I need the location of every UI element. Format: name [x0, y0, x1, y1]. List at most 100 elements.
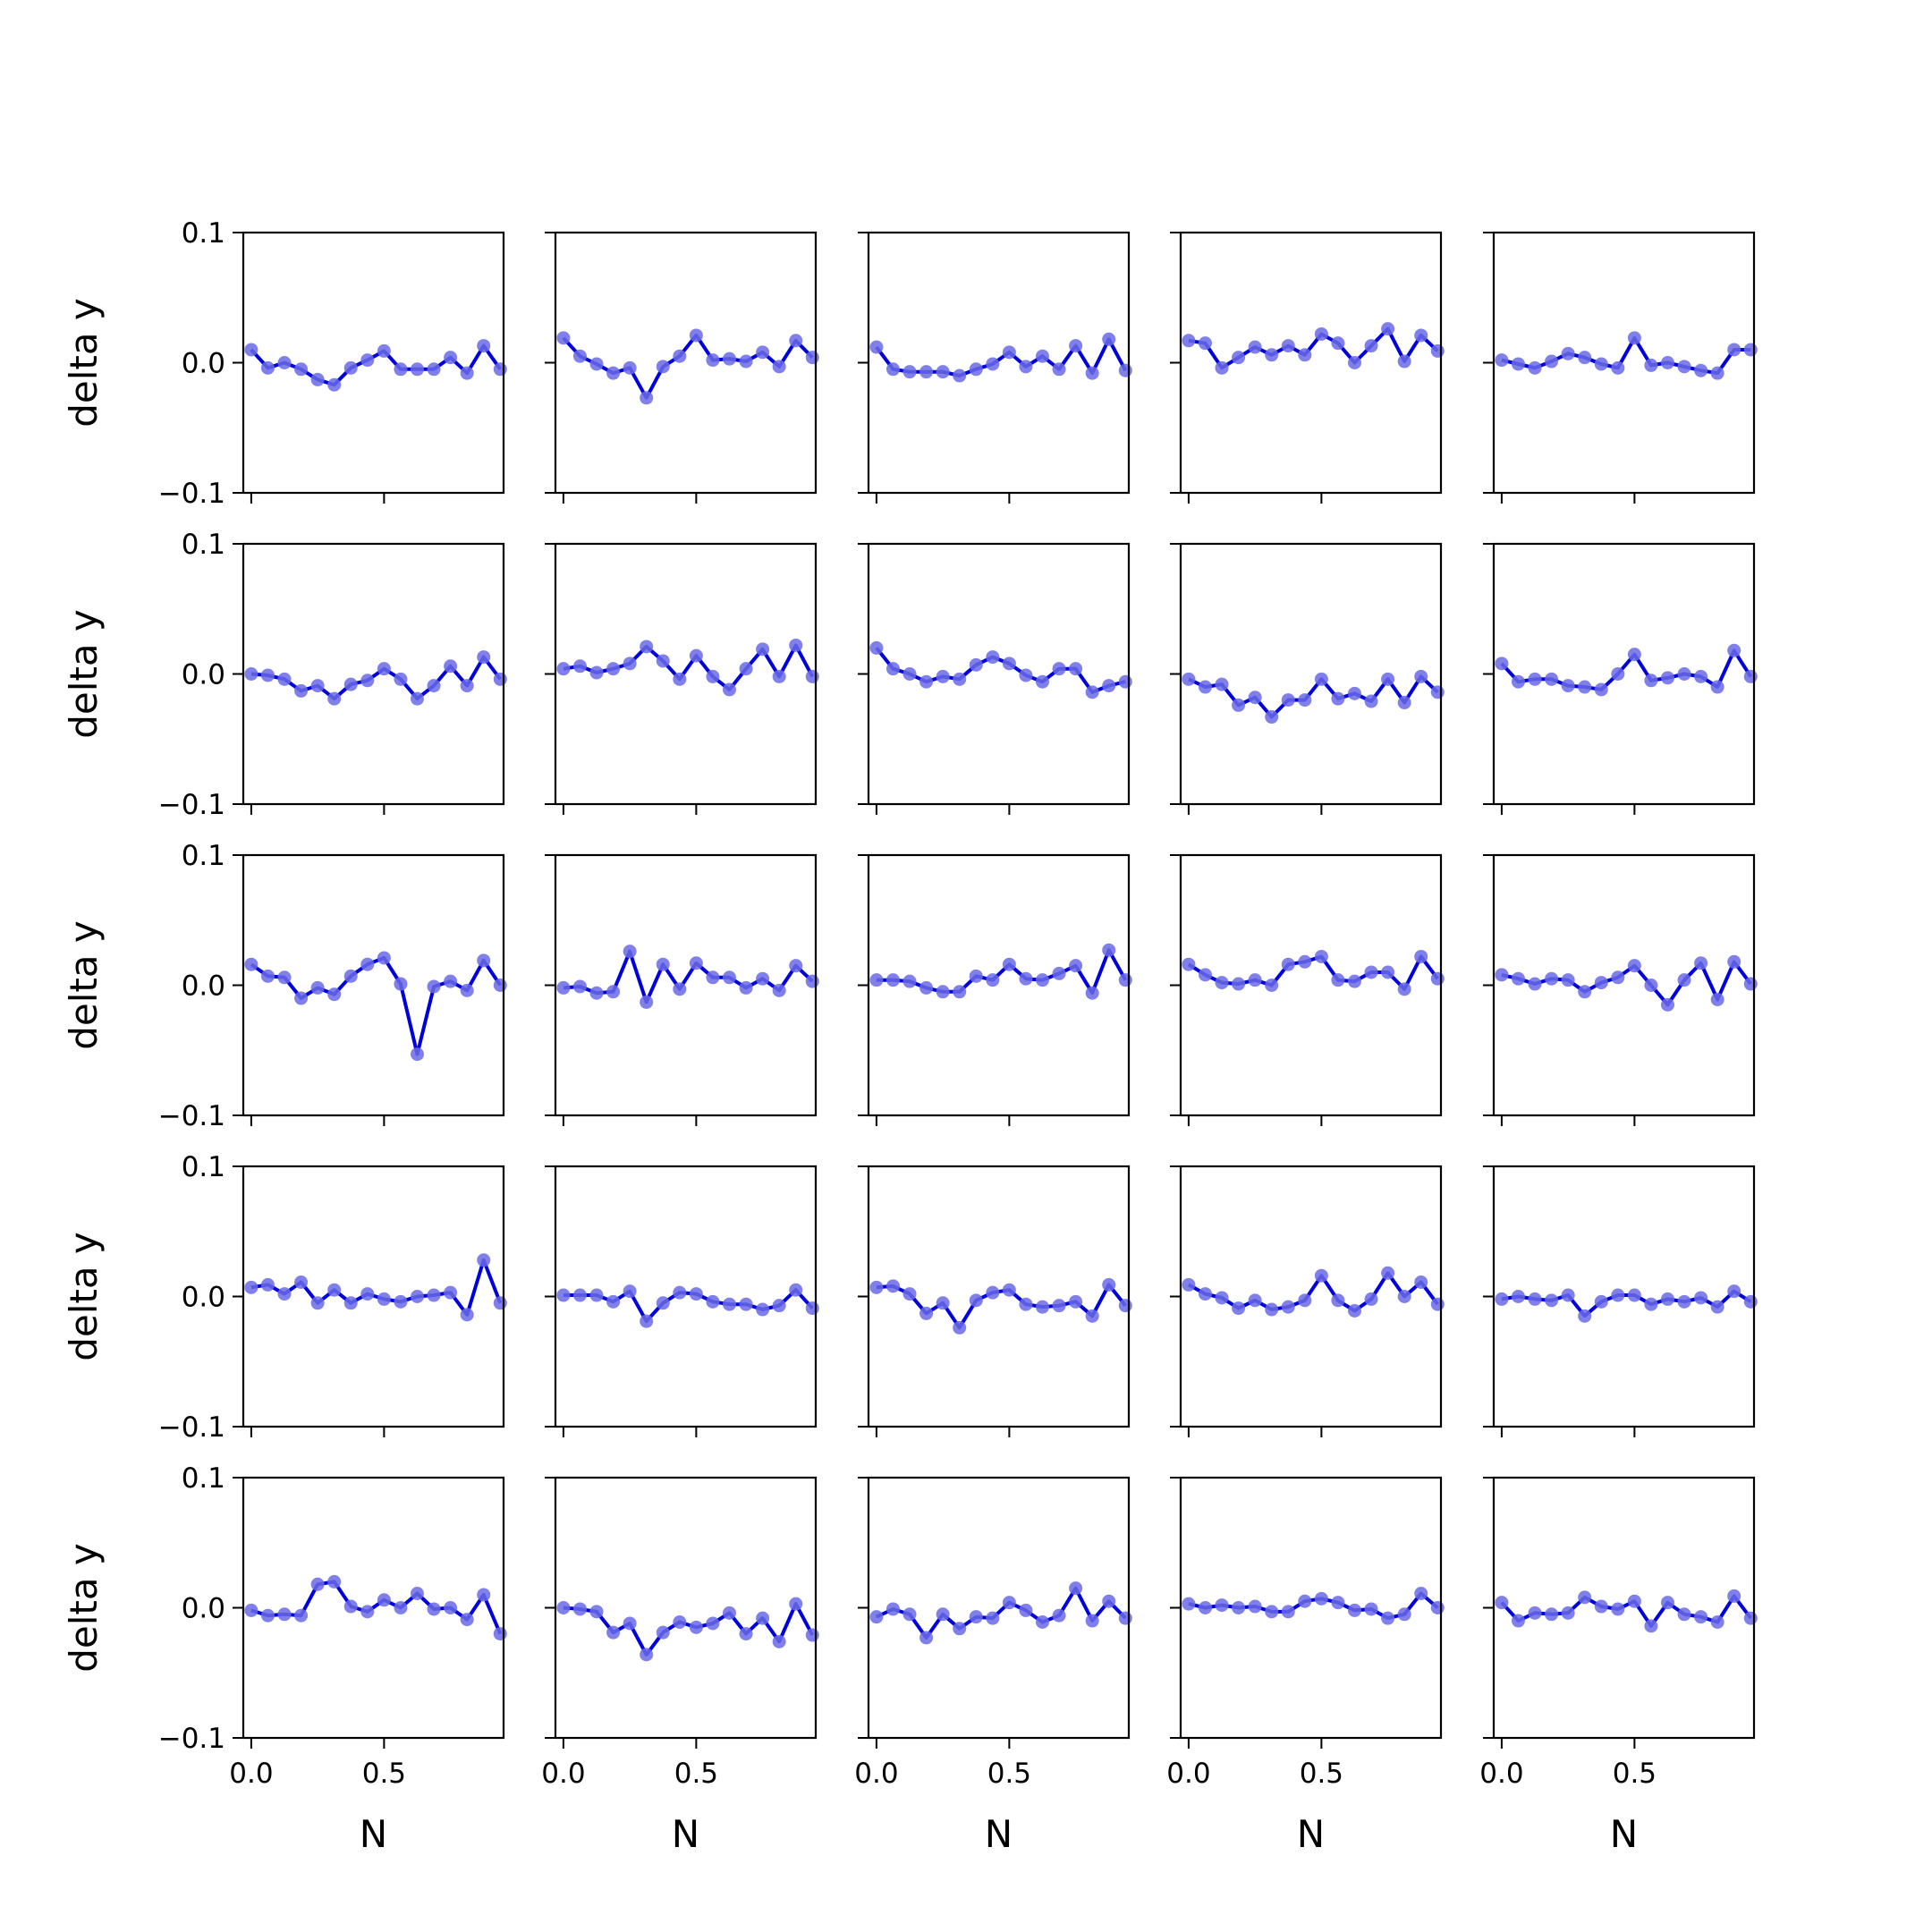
data-point [360, 957, 375, 971]
data-point [1019, 668, 1033, 682]
data-point [1611, 1602, 1625, 1616]
data-point [772, 1634, 786, 1648]
data-point [310, 1296, 325, 1310]
data-point [1198, 1601, 1212, 1614]
data-point [1578, 680, 1592, 694]
data-point [1644, 1619, 1658, 1633]
series-line [250, 1580, 503, 1635]
data-point [427, 679, 441, 693]
data-point [1743, 977, 1758, 991]
y-tick-label: 0.1 [182, 217, 225, 250]
data-point [1232, 1601, 1246, 1614]
data-point [869, 340, 884, 354]
data-point [739, 1627, 753, 1641]
subplot-5-3: 0.0 0.5 N [854, 1476, 1132, 1856]
data-point [1347, 686, 1361, 700]
axes-frame [242, 853, 505, 1117]
data-point [394, 977, 408, 991]
data-point [1611, 970, 1625, 985]
data-point [1578, 1309, 1592, 1323]
data-point [1561, 973, 1575, 987]
series-line [1188, 326, 1439, 370]
data-point [623, 1284, 637, 1299]
data-point [1397, 354, 1411, 369]
data-point [1298, 954, 1312, 969]
data-point [1545, 1607, 1559, 1622]
data-point [1677, 1607, 1691, 1622]
data-point [1545, 672, 1559, 686]
axes-frame [1492, 231, 1756, 495]
data-point [572, 979, 587, 994]
data-point [1495, 1292, 1509, 1306]
data-point [886, 1602, 900, 1616]
subplot-3-1: −0.1 0.0 0.1 delta y [62, 840, 507, 1132]
data-point [377, 951, 391, 965]
data-point [869, 1610, 884, 1624]
axes-frame [1492, 1165, 1756, 1428]
data-point [986, 357, 1000, 371]
data-point [477, 650, 491, 665]
data-point [1347, 1304, 1361, 1318]
data-point [706, 669, 720, 683]
data-point [260, 668, 275, 682]
data-point [902, 1287, 917, 1301]
axes-frame [867, 853, 1131, 1117]
data-point [1561, 346, 1575, 360]
x-tick-label: 0.0 [1479, 1758, 1523, 1790]
data-point [805, 1628, 819, 1642]
subplot-3-2 [545, 853, 819, 1126]
data-point [656, 1625, 670, 1640]
data-point [722, 352, 736, 366]
data-point [1052, 362, 1066, 377]
data-point [936, 365, 950, 379]
data-point [1495, 1596, 1509, 1610]
subplot-2-4 [1170, 542, 1445, 815]
data-point [1561, 1288, 1575, 1302]
subplot-5-4: 0.0 0.5 N [1166, 1476, 1445, 1856]
data-point [986, 1611, 1000, 1625]
series-line [250, 343, 502, 387]
subplot-4-1: −0.1 0.0 0.1 delta y [62, 1151, 507, 1444]
data-point [1528, 672, 1542, 686]
data-point [294, 362, 309, 377]
data-point [1298, 1594, 1312, 1608]
data-point [1182, 1597, 1196, 1611]
axes-frame [554, 542, 818, 806]
data-point [410, 1047, 424, 1062]
data-point [1019, 360, 1033, 374]
axes-frame [1179, 853, 1443, 1117]
data-point [277, 1287, 292, 1301]
data-point [1430, 1297, 1445, 1311]
data-point [1727, 1589, 1741, 1603]
y-axis-label: delta y [62, 1232, 106, 1361]
data-point [1085, 685, 1099, 699]
data-point [1414, 328, 1428, 343]
data-point [1035, 973, 1049, 987]
axes-frame [867, 1165, 1131, 1428]
data-point [410, 691, 424, 706]
data-point [1314, 1591, 1328, 1606]
data-point [1215, 1598, 1229, 1613]
data-point [1694, 669, 1708, 683]
data-point [1102, 679, 1116, 693]
data-point [1381, 1611, 1395, 1625]
series-line [250, 1258, 503, 1317]
data-point [1397, 696, 1411, 710]
data-point [556, 1288, 571, 1302]
axes-frame [867, 231, 1131, 495]
data-point [1364, 965, 1378, 979]
data-point [1102, 943, 1116, 957]
subplot-1-4 [1170, 231, 1445, 504]
data-point [902, 974, 917, 988]
data-point [1727, 343, 1741, 357]
data-point [1611, 360, 1625, 375]
data-point [377, 1593, 391, 1607]
subplot-5-2: 0.0 0.5 N [541, 1476, 819, 1856]
data-point [1281, 693, 1295, 708]
data-point [1364, 1602, 1378, 1616]
x-tick-label: 0.0 [541, 1758, 585, 1790]
data-point [310, 679, 325, 693]
data-point [427, 1288, 441, 1302]
series-line [876, 948, 1128, 996]
data-point [1495, 968, 1509, 982]
